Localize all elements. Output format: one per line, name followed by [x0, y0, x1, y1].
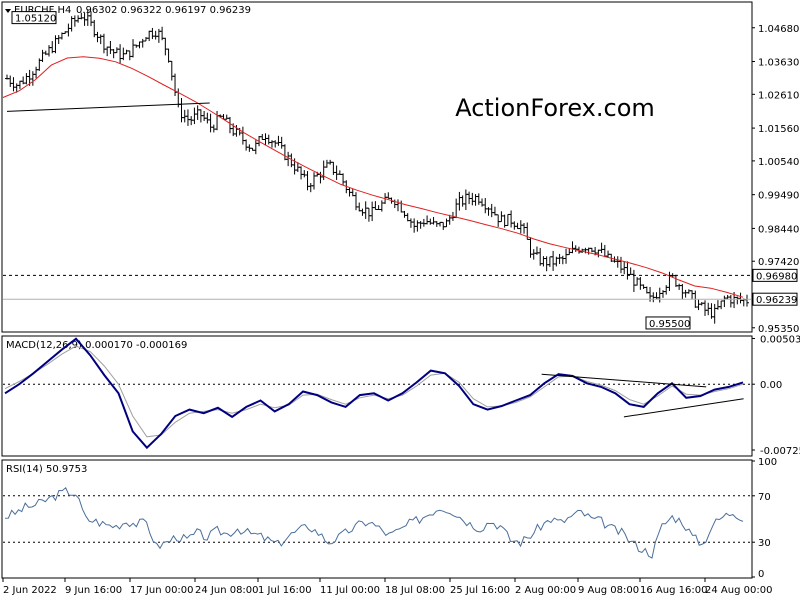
price-y-tick-label: 0.99490 [758, 191, 799, 202]
macd-signal-line [4, 345, 744, 438]
price-y-tick-label: 0.98440 [758, 224, 799, 235]
macd-trendline [541, 373, 707, 388]
price-y-tick-label: 0.95350 [758, 324, 799, 335]
price-trendline [6, 102, 210, 112]
watermark-text: ActionForex.com [455, 94, 655, 122]
macd-main-line [4, 337, 744, 450]
x-tick-label: 17 Jun 00:00 [130, 585, 194, 596]
low-annotation-box [645, 316, 691, 330]
macd-y-tick-label: 0.00 [760, 380, 782, 391]
price-y-tick-label: 1.03630 [758, 58, 799, 69]
price-y-tick-label: 1.02610 [758, 90, 799, 101]
price-y-tick-label: 1.04680 [758, 24, 799, 35]
rsi-line [4, 486, 744, 559]
x-tick-label: 16 Aug 16:00 [640, 585, 707, 596]
price-y-tick-label: 0.97420 [758, 257, 799, 268]
header-dropdown-icon[interactable] [5, 9, 11, 13]
price-reference-lines: 0.96980 0.96239 1.05120 0.95500 [3, 11, 798, 330]
level-label-box [752, 268, 798, 282]
macd-trendline [623, 398, 744, 418]
rsi-y-tick-label: 70 [758, 492, 771, 503]
macd-y-axis: 0.005037 0.00 -0.007251 [752, 334, 800, 457]
header-ohlc: 0.96302 0.96322 0.96197 0.96239 [76, 5, 251, 16]
current-price-box [752, 292, 798, 306]
rsi-y-tick-label: 100 [758, 457, 777, 468]
price-pane-frame [1, 1, 753, 333]
x-tick-label: 2 Aug 00:00 [515, 585, 576, 596]
rsi-pane-frame [1, 459, 753, 579]
price-bars [5, 9, 749, 324]
x-tick-label: 1 Jul 16:00 [258, 585, 312, 596]
macd-y-tick-label: -0.007251 [760, 446, 800, 457]
x-tick-label: 2 Jun 2022 [3, 585, 57, 596]
macd-y-tick-label: 0.005037 [760, 334, 800, 345]
x-tick-label: 24 Jun 08:00 [195, 585, 259, 596]
level-label: 0.96239 [756, 295, 797, 306]
price-y-tick-label: 1.01560 [758, 124, 799, 135]
moving-average [2, 56, 744, 298]
low-annotation-label: 0.95500 [649, 319, 690, 330]
x-tick-label: 18 Jul 08:00 [385, 585, 445, 596]
price-y-axis: 1.04680 1.03630 1.02610 1.01560 1.00540 0.994… [752, 24, 799, 335]
x-tick-label: 9 Aug 08:00 [578, 585, 639, 596]
rsi-y-tick-label: 30 [758, 538, 771, 549]
time-x-axis: 2 Jun 2022 9 Jun 16:00 17 Jun 00:00 24 Jun … [2, 578, 772, 596]
rsi-title: RSI(14) 50.9753 [6, 464, 87, 475]
high-annotation-box [11, 11, 57, 25]
x-tick-label: 11 Jul 00:00 [320, 585, 380, 596]
rsi-y-tick-label: 0 [758, 569, 764, 580]
x-tick-label: 9 Jun 16:00 [65, 585, 122, 596]
x-tick-label: 24 Aug 00:00 [705, 585, 772, 596]
ma-line [2, 56, 744, 298]
level-label: 0.96980 [756, 271, 797, 282]
macd-lines [3, 337, 751, 450]
macd-title: MACD(12,26,9) 0.000170 -0.000169 [6, 340, 187, 351]
price-bar [745, 294, 749, 307]
macd-pane-frame [1, 335, 753, 457]
header-symbol: EURCHF,H4 [14, 5, 71, 16]
rsi-lines [3, 486, 751, 559]
x-tick-label: 25 Jul 16:00 [450, 585, 510, 596]
high-annotation-label: 1.05120 [15, 14, 56, 25]
rsi-y-axis: 100 70 30 0 [752, 457, 777, 580]
price-y-tick-label: 1.00540 [758, 157, 799, 168]
